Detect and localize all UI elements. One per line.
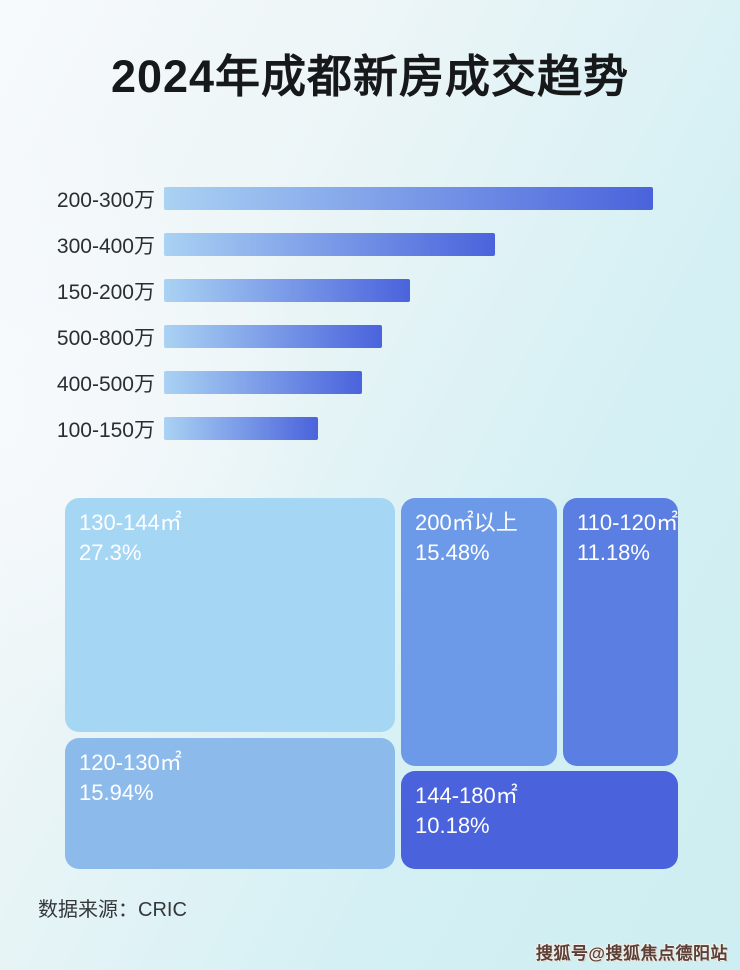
bar-row: 300-400万 (0, 233, 653, 258)
cell-label: 200㎡以上 (415, 510, 518, 535)
bar-200-300 (164, 187, 653, 210)
cell-value: 27.3% (79, 540, 142, 565)
bar-label: 200-300万 (56, 188, 155, 212)
cell-value: 10.18% (415, 813, 490, 838)
treemap-cell-200-plus: 200㎡以上 15.48% (401, 498, 557, 766)
area-size-treemap: 130-144㎡ 27.3% 120-130㎡ 15.94% 200㎡以上 15… (65, 498, 678, 869)
cell-value: 15.48% (415, 540, 490, 565)
bar-row: 400-500万 (0, 371, 653, 396)
bar-400-500 (164, 371, 362, 394)
watermark-text: 搜狐号@搜狐焦点德阳站 (535, 944, 728, 963)
cell-value: 15.94% (79, 780, 154, 805)
bar-label: 100-150万 (56, 418, 155, 442)
bar-label: 400-500万 (56, 372, 155, 396)
cell-label: 130-144㎡ (79, 510, 182, 535)
bar-label: 500-800万 (56, 326, 155, 350)
bar-row: 500-800万 (0, 325, 653, 350)
treemap-cell-130-144: 130-144㎡ 27.3% (65, 498, 395, 732)
cell-label: 110-120㎡ (577, 510, 679, 535)
bar-100-150 (164, 417, 318, 440)
bar-500-800 (164, 325, 382, 348)
bar-row: 150-200万 (0, 279, 653, 304)
treemap-cell-120-130: 120-130㎡ 15.94% (65, 738, 395, 869)
price-band-bar-chart: 200-300万 300-400万 150-200万 500-800万 400-… (0, 187, 653, 463)
bar-row: 200-300万 (0, 187, 653, 212)
bar-row: 100-150万 (0, 417, 653, 442)
bar-label: 150-200万 (56, 280, 155, 304)
cell-value: 11.18% (577, 540, 650, 565)
bar-300-400 (164, 233, 495, 256)
cell-label: 120-130㎡ (79, 750, 182, 775)
treemap-cell-144-180: 144-180㎡ 10.18% (401, 771, 678, 869)
page-title: 2024年成都新房成交趋势 (110, 51, 630, 102)
bar-150-200 (164, 279, 410, 302)
treemap-cell-110-120: 110-120㎡ 11.18% (563, 498, 678, 766)
data-source-label: 数据来源：CRIC (38, 899, 187, 921)
cell-label: 144-180㎡ (415, 783, 518, 808)
bar-label: 300-400万 (56, 234, 155, 258)
